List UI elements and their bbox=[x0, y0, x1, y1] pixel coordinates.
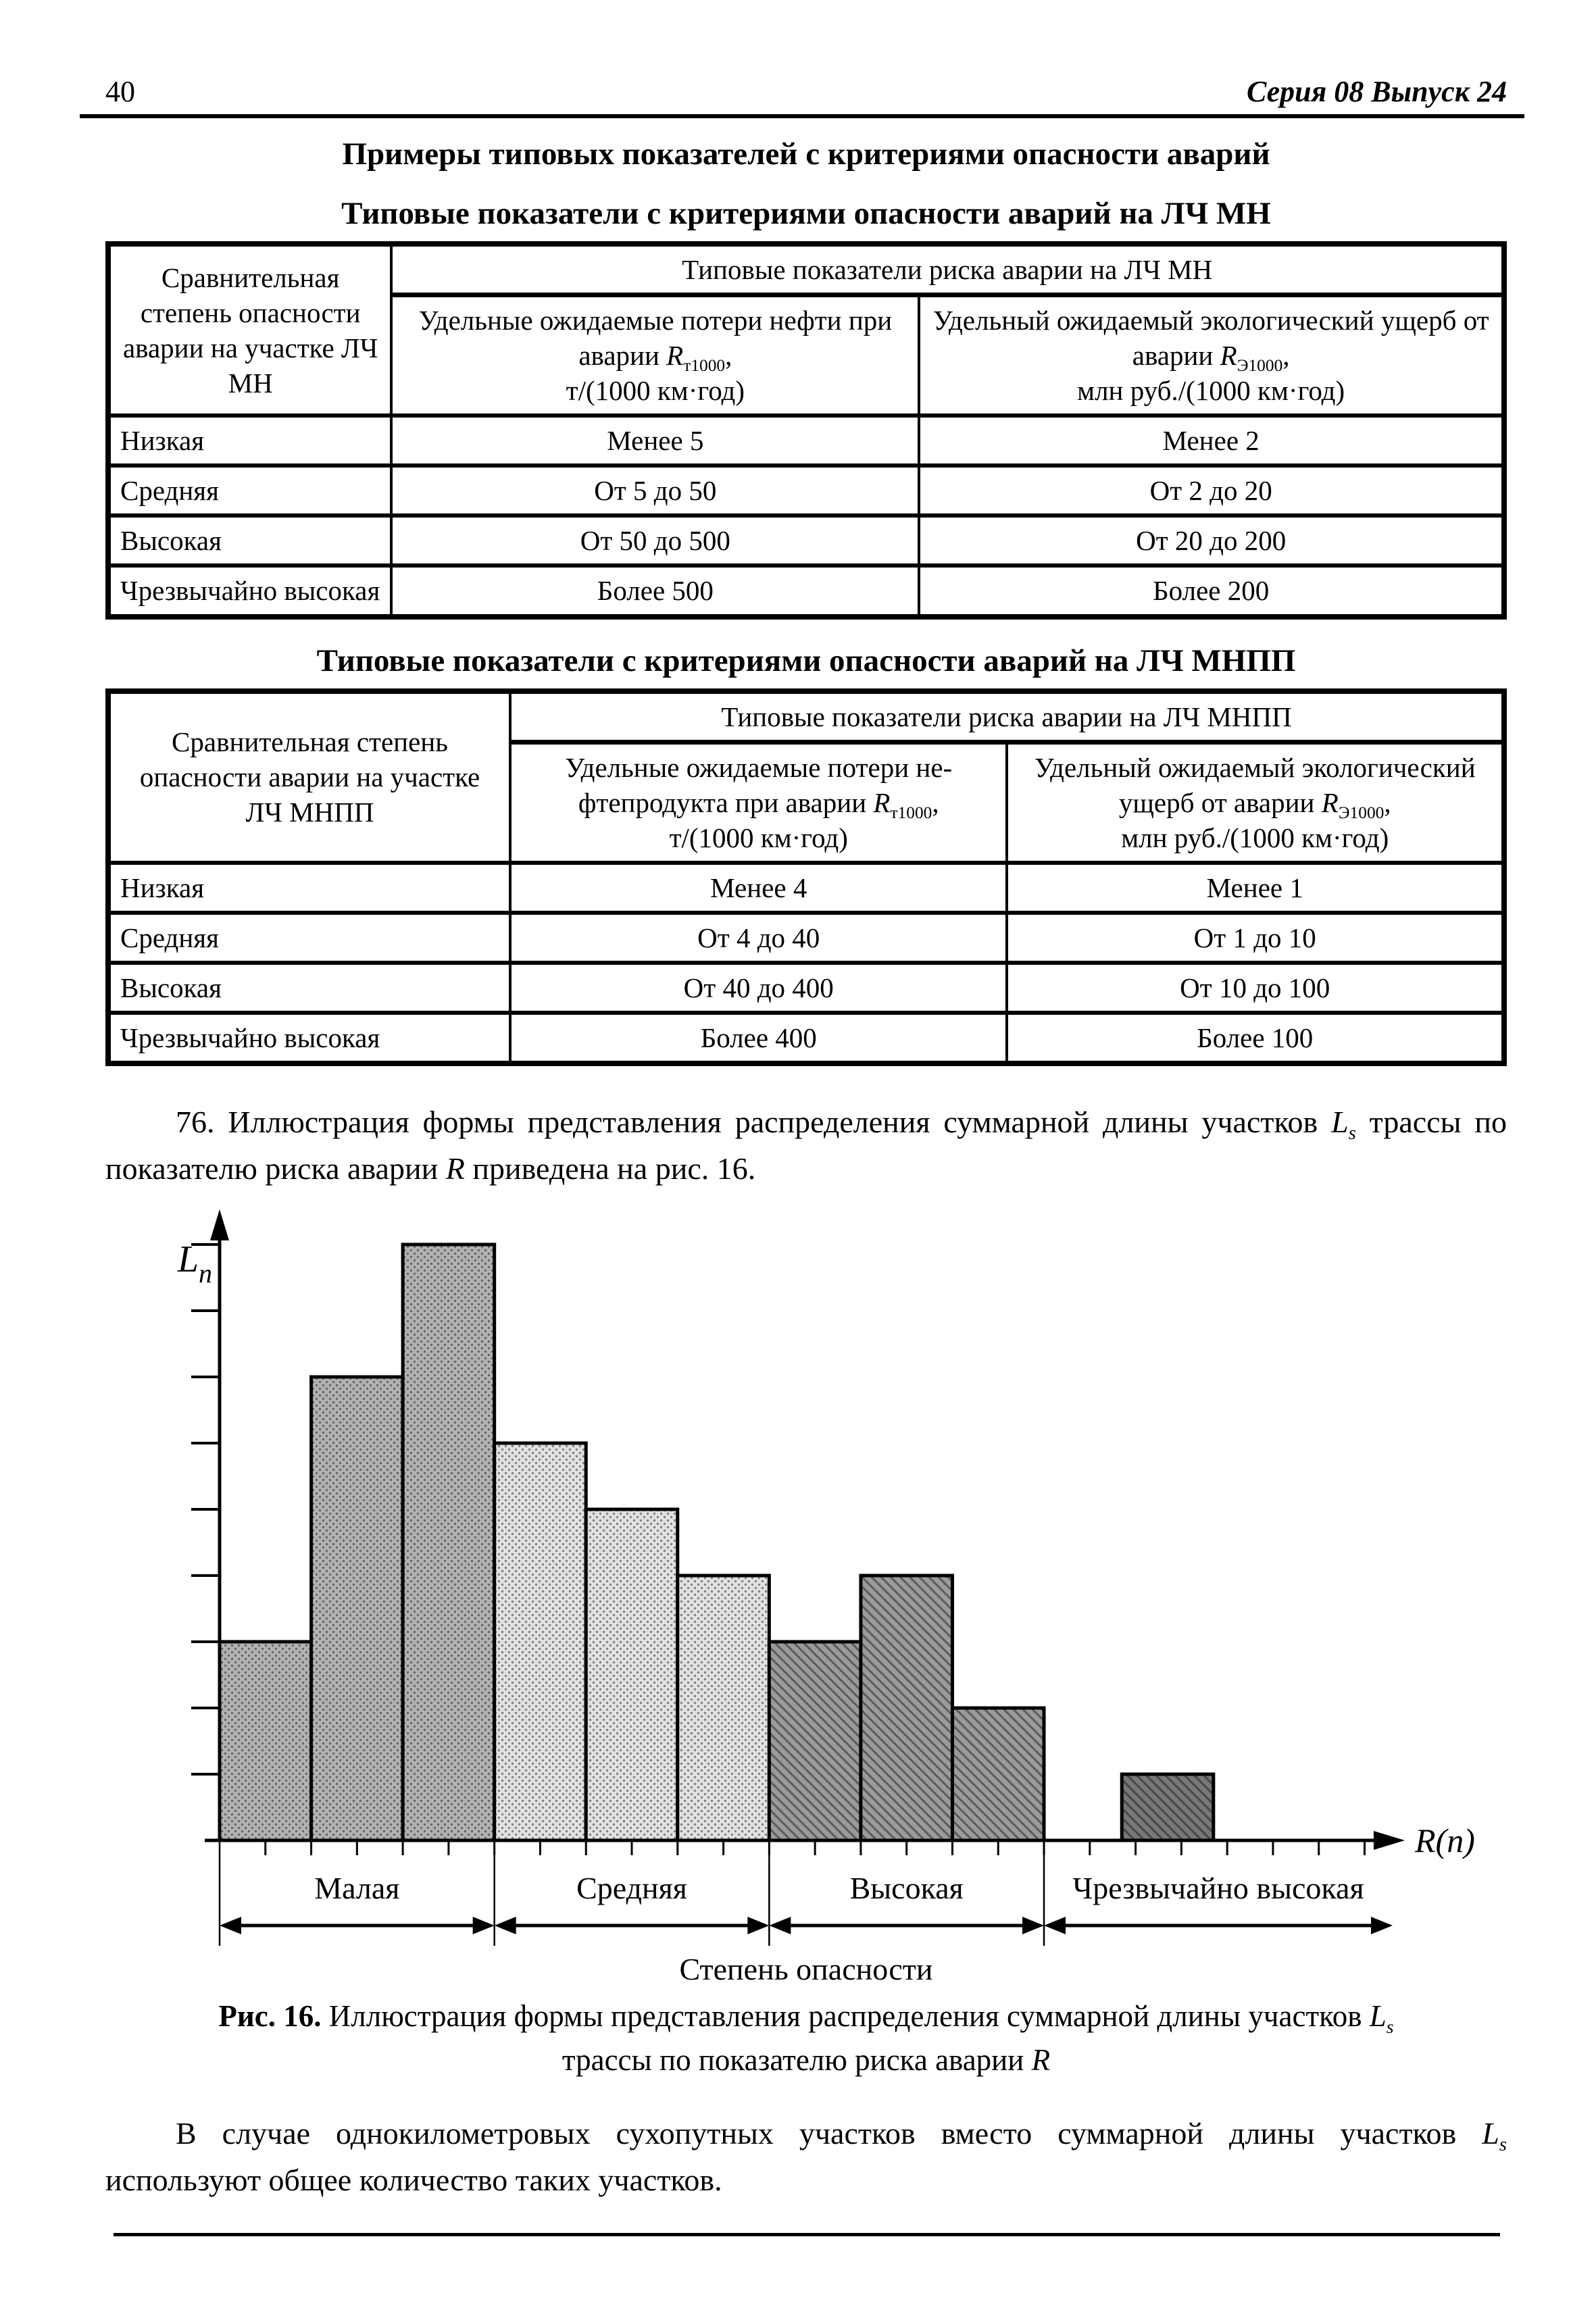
row-label: Низкая bbox=[106, 413, 393, 468]
table-row: Чрезвычайно высокая Более 500 Более 200 bbox=[106, 563, 1505, 618]
unit-label: т/(1000 км·год) bbox=[566, 375, 745, 407]
risk-symbol-subscript: т1000 bbox=[683, 356, 726, 376]
risk-symbol-subscript: Э1000 bbox=[1237, 356, 1283, 376]
column-header: Сравнительная степень опасности аварии н… bbox=[106, 242, 393, 418]
page: 40 Серия 08 Выпуск 24 Примеры типовых по… bbox=[80, 73, 1524, 2236]
table-cell: Менее 5 bbox=[390, 413, 921, 468]
table-lch-mnpp: Сравнительная степень опасности аварии н… bbox=[105, 688, 1507, 1066]
risk-distribution-chart: Ln R(n) Малая Средняя Высокая Чрезвычайно выс… bbox=[177, 1209, 1475, 1986]
table-cell: От 40 до 400 bbox=[508, 960, 1009, 1014]
edition-label: Серия 08 Выпуск 24 bbox=[1246, 75, 1507, 108]
column-header: Типовые показатели риска аварии на ЛЧ МН… bbox=[509, 689, 1505, 745]
unit-label: млн руб./(1000 км·год) bbox=[1077, 375, 1345, 407]
table-row: Сравнительная степень опасности аварии н… bbox=[106, 242, 1505, 418]
table-row: Удельные ожидаемые потери нефти при авар… bbox=[108, 293, 1505, 418]
table-cell: Менее 2 bbox=[918, 413, 1505, 468]
risk-symbol: R bbox=[1321, 786, 1339, 818]
header-rule bbox=[80, 114, 1524, 118]
column-header: Удельный ожидаемый экологи­ческий ущерб … bbox=[1005, 740, 1505, 864]
risk-symbol: R bbox=[1220, 340, 1237, 372]
table-cell: Более 400 bbox=[508, 1010, 1009, 1065]
bar bbox=[950, 1706, 1046, 1842]
bar bbox=[401, 1242, 497, 1842]
main-heading: Примеры типовых показателей с критериями… bbox=[342, 136, 1270, 172]
figure-16: Ln R(n) Малая Средняя Высокая Чрезвычайно выс… bbox=[105, 1201, 1507, 1992]
table-row: Высокая От 40 до 400 От 10 до 100 bbox=[107, 960, 1505, 1014]
paragraph-76: 76. Иллюстрация формы представления расп… bbox=[105, 1105, 1507, 1186]
x-axis-label: R(n) bbox=[1414, 1821, 1475, 1859]
page-header: 40 Серия 08 Выпуск 24 bbox=[105, 73, 1507, 113]
bar bbox=[309, 1375, 405, 1842]
range-label: Высокая bbox=[850, 1871, 964, 1905]
page-number: 40 bbox=[105, 75, 135, 108]
row-label: Высокая bbox=[107, 960, 512, 1014]
table-cell: Более 500 bbox=[390, 563, 921, 618]
table-row: Высокая От 50 до 500 От 20 до 200 bbox=[106, 513, 1505, 568]
column-header: Удельные ожидаемые потери не­фтепродукта… bbox=[508, 740, 1009, 864]
table-cell: От 4 до 40 bbox=[508, 910, 1009, 964]
bar bbox=[767, 1640, 863, 1842]
table-cell: Менее 1 bbox=[1005, 860, 1505, 914]
table-cell: От 10 до 100 bbox=[1005, 960, 1505, 1014]
table-lch-mn: Сравнительная степень опасности аварии н… bbox=[105, 241, 1507, 620]
y-axis-arrow bbox=[210, 1209, 229, 1240]
figure-caption: Рис. 16. Иллюстрация формы представления… bbox=[105, 1994, 1507, 2083]
table-cell: От 20 до 200 bbox=[918, 513, 1505, 568]
table-cell: Более 100 bbox=[1005, 1010, 1505, 1065]
table-cell: Менее 4 bbox=[508, 860, 1009, 914]
length-symbol: L bbox=[1331, 1105, 1349, 1139]
table-row: Средняя От 5 до 50 От 2 до 20 bbox=[106, 463, 1505, 518]
table-cell: От 50 до 500 bbox=[390, 513, 921, 568]
unit-label: млн руб./(1000 км·год) bbox=[1121, 822, 1389, 853]
figure-caption-line1: Рис. 16. Иллюстрация формы представления… bbox=[218, 1999, 1394, 2038]
risk-symbol: R bbox=[666, 340, 684, 372]
range-label: Малая bbox=[314, 1871, 399, 1905]
bar bbox=[218, 1640, 314, 1842]
table-row: Средняя От 4 до 40 От 1 до 10 bbox=[107, 910, 1505, 964]
table-cell: От 2 до 20 bbox=[918, 463, 1505, 518]
bar bbox=[584, 1507, 680, 1842]
table-row: Сравнительная степень опасности аварии н… bbox=[107, 689, 1505, 864]
bottom-rule bbox=[114, 2232, 1500, 2236]
length-symbol: L bbox=[1369, 1999, 1387, 2033]
risk-symbol-subscript: т1000 bbox=[890, 803, 932, 822]
row-label: Низкая bbox=[107, 860, 512, 914]
risk-symbol: R bbox=[873, 786, 891, 818]
column-header: Типовые показатели риска аварии на ЛЧ МН bbox=[390, 243, 1505, 298]
closing-paragraph: В случае однокилометровых сухопутных уча… bbox=[105, 2115, 1507, 2197]
column-header: Сравнительная степень опасности аварии н… bbox=[107, 689, 512, 864]
x-axis-title: Степень опасности bbox=[679, 1952, 932, 1986]
table-cell: От 5 до 50 bbox=[390, 463, 921, 518]
table2-title: Типовые показатели с критериями опасност… bbox=[316, 643, 1296, 678]
bar bbox=[493, 1441, 588, 1842]
table-row: Низкая Менее 5 Менее 2 bbox=[106, 413, 1505, 468]
table-row: Чрезвычайно высокая Более 400 Более 100 bbox=[107, 1010, 1505, 1065]
bar bbox=[1120, 1772, 1216, 1842]
row-label: Средняя bbox=[106, 463, 393, 518]
table-cell: Более 200 bbox=[918, 563, 1505, 618]
row-label: Чрезвычайно высокая bbox=[106, 563, 393, 618]
bar bbox=[859, 1574, 954, 1842]
risk-symbol: R bbox=[1031, 2043, 1051, 2078]
row-label: Чрезвычайно высокая bbox=[107, 1010, 512, 1065]
range-label: Чрезвычайно высокая bbox=[1072, 1871, 1364, 1905]
column-header: Удельные ожидаемые потери нефти при авар… bbox=[390, 293, 921, 418]
figure-caption-line2: трассы по показателю риска аварии R bbox=[562, 2043, 1051, 2078]
unit-label: т/(1000 км·год) bbox=[669, 822, 848, 853]
length-symbol: L bbox=[1482, 2115, 1499, 2150]
range-label: Средняя bbox=[576, 1871, 687, 1905]
row-label: Средняя bbox=[107, 910, 512, 964]
column-header: Удельный ожидаемый экологический ущерб о… bbox=[918, 293, 1505, 418]
risk-symbol-subscript: Э1000 bbox=[1338, 803, 1385, 822]
table-row: Низкая Менее 4 Менее 1 bbox=[107, 860, 1505, 914]
bar bbox=[676, 1574, 771, 1842]
y-axis-label: Ln bbox=[177, 1238, 212, 1288]
x-axis-arrow bbox=[1374, 1831, 1405, 1850]
row-label: Высокая bbox=[106, 513, 393, 568]
table-cell: От 1 до 10 bbox=[1005, 910, 1505, 964]
table-row: Удельные ожидаемые потери не­фтепродукта… bbox=[108, 740, 1505, 864]
table1-title: Типовые показатели с критериями опасност… bbox=[341, 196, 1271, 231]
risk-symbol: R bbox=[445, 1151, 465, 1186]
